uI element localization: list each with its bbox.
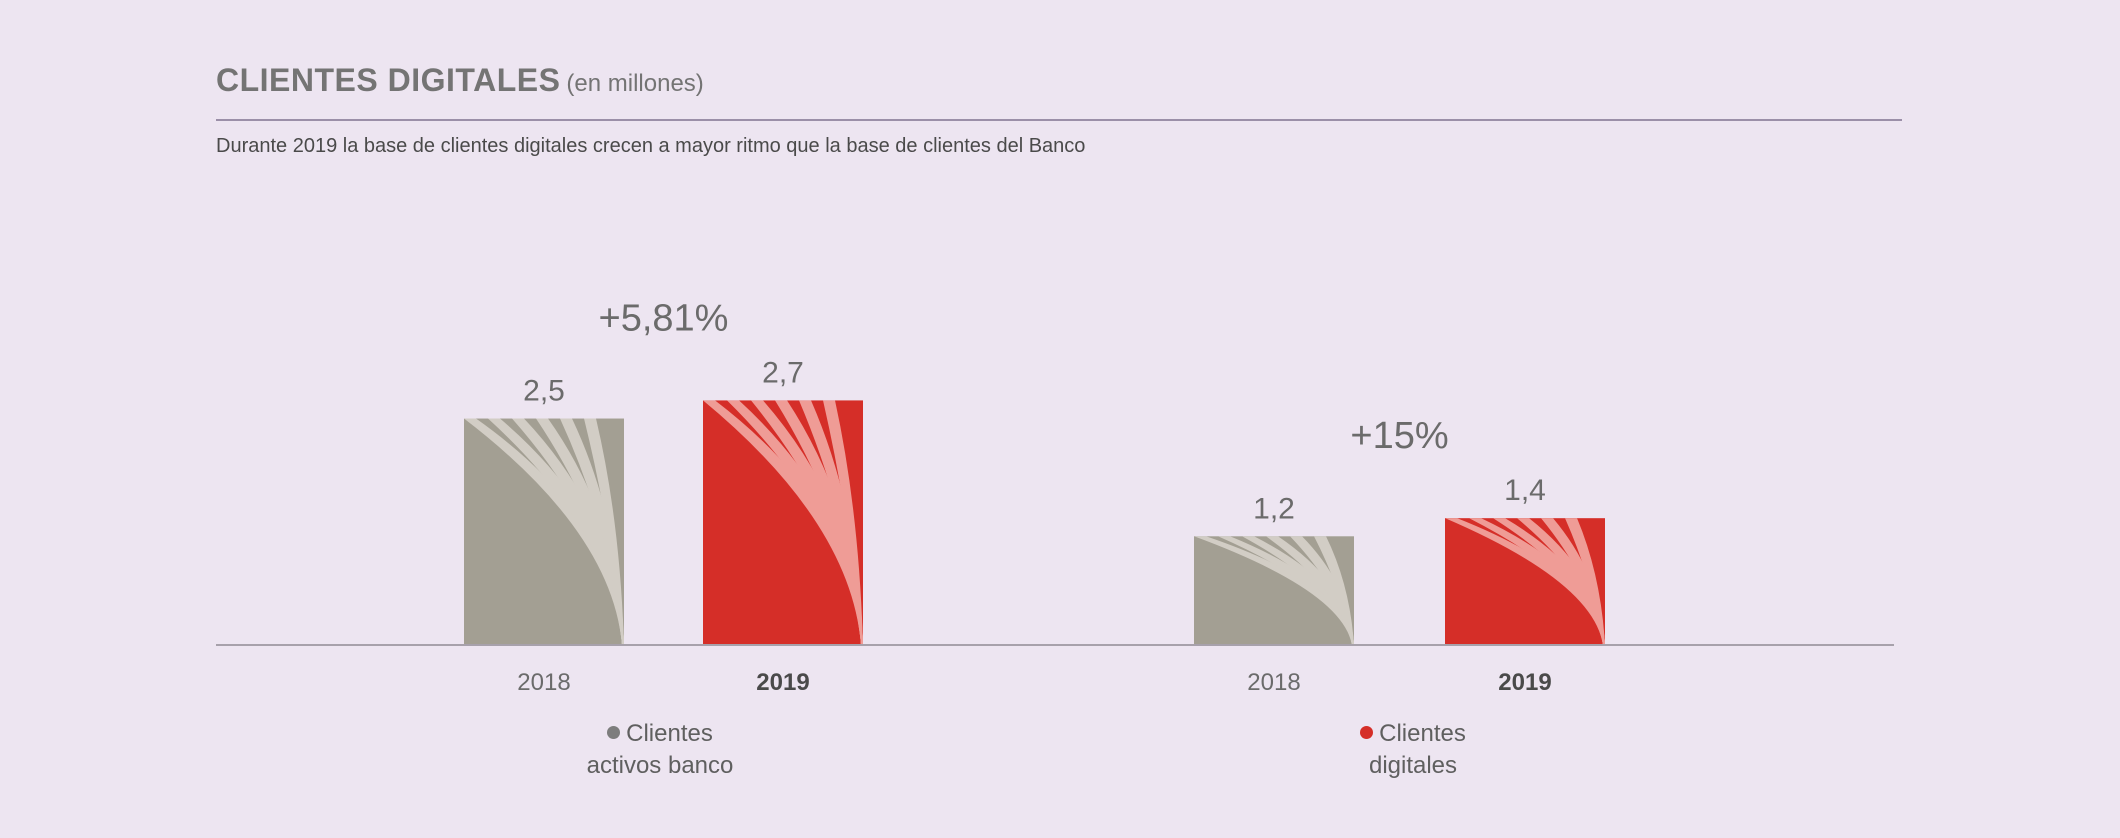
labels-layer: 2,5 2018 2,7 2019 +5,81% 1,2 2018 1,4 2019 +15%: [517, 297, 1551, 696]
legend-clientes-digitales: Clientes digitales: [1313, 718, 1513, 782]
bar-stripe: [1565, 518, 1605, 645]
legend-left-line1: Clientes: [626, 720, 713, 747]
bar-stripes: [1194, 536, 1354, 645]
bar-stripes: [703, 400, 863, 645]
bar-clientes-digitales-2018: [1194, 536, 1354, 645]
legend-dot-red: [1360, 726, 1374, 739]
x-tick-label: 2019: [756, 669, 809, 696]
data-label: 2,7: [762, 356, 804, 389]
bar-clientes-digitales-2019: [1445, 518, 1605, 645]
chart-title-unit: (en millones): [566, 70, 704, 97]
bar-clientes-activos-banco-2019: [703, 400, 863, 645]
bar-clientes-activos-banco-2018: [464, 418, 624, 645]
x-tick-label: 2018: [517, 669, 570, 696]
chart-subtitle: Durante 2019 la base de clientes digital…: [216, 135, 1086, 157]
chart-title: CLIENTES DIGITALES: [216, 62, 561, 98]
bar-stripe: [823, 400, 863, 645]
chart-title-block: CLIENTES DIGITALES (en millones): [216, 62, 704, 99]
data-label: 2,5: [523, 375, 565, 408]
bar-stripes: [464, 418, 624, 645]
legend-right-line1: Clientes: [1379, 720, 1466, 747]
change-label: +5,81%: [599, 297, 729, 339]
legend-clientes-activos-banco: Clientes activos banco: [560, 718, 760, 782]
bar-stripes: [1445, 518, 1605, 645]
data-label: 1,4: [1504, 474, 1546, 507]
legend-right-line2: digitales: [1368, 752, 1458, 779]
change-label: +15%: [1350, 415, 1448, 457]
x-tick-label: 2019: [1498, 669, 1551, 696]
legend-left-line2: activos banco: [586, 752, 734, 779]
data-label: 1,2: [1253, 492, 1295, 525]
bar-stripe: [1314, 536, 1354, 645]
legend-dot-gray: [607, 726, 621, 739]
bars-layer: [464, 400, 1605, 645]
x-tick-label: 2018: [1247, 669, 1300, 696]
title-divider: [216, 119, 1902, 121]
bar-stripe: [584, 418, 624, 645]
